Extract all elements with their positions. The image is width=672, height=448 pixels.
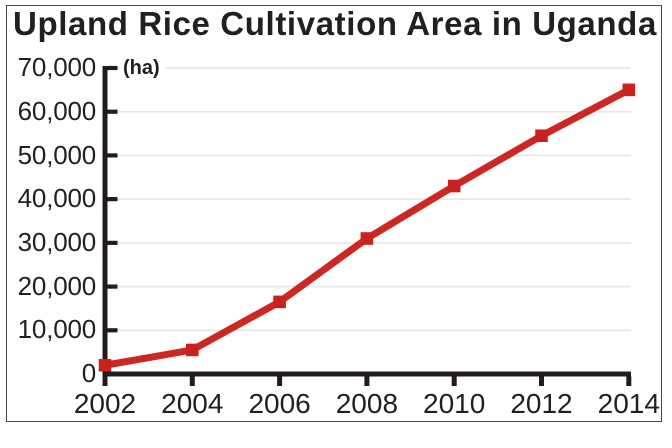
y-tick-label-20000: 20,000 xyxy=(17,270,97,301)
data-point-2006 xyxy=(273,295,286,309)
x-tick-2012 xyxy=(539,376,544,386)
data-point-2002 xyxy=(98,358,112,372)
x-tick-2006 xyxy=(277,376,283,386)
y-tick-20000 xyxy=(107,284,118,289)
x-tick-label-2006: 2006 xyxy=(248,388,311,419)
x-tick-2010 xyxy=(451,376,457,386)
x-tick-2004 xyxy=(189,376,195,386)
x-tick-label-2002: 2002 xyxy=(73,388,137,419)
y-tick-30000 xyxy=(107,240,118,245)
chart-title: Upland Rice Cultivation Area in Uganda xyxy=(13,5,657,42)
x-tick-2002 xyxy=(102,376,108,386)
x-axis-line xyxy=(102,371,631,377)
data-point-2004 xyxy=(186,343,199,357)
y-tick-60000 xyxy=(107,109,118,114)
y-tick-40000 xyxy=(107,197,118,202)
y-tick-label-10000: 10,000 xyxy=(17,314,97,345)
data-point-2008 xyxy=(360,232,374,245)
y-tick-label-70000: 70,000 xyxy=(17,52,97,83)
y-tick-70000 xyxy=(107,65,118,71)
x-tick-label-2010: 2010 xyxy=(423,388,486,419)
x-tick-2008 xyxy=(364,376,370,386)
y-tick-label-60000: 60,000 xyxy=(17,95,97,126)
data-point-2010 xyxy=(447,179,461,193)
x-tick-label-2004: 2004 xyxy=(161,388,224,419)
data-point-2012 xyxy=(535,129,548,143)
y-tick-label-50000: 50,000 xyxy=(17,139,97,170)
y-axis-unit-label: (ha) xyxy=(121,58,165,79)
y-tick-10000 xyxy=(107,328,118,333)
x-tick-label-2014: 2014 xyxy=(597,388,660,419)
x-tick-label-2012: 2012 xyxy=(510,388,573,419)
x-tick-label-2008: 2008 xyxy=(335,388,399,419)
figure-border xyxy=(6,4,662,422)
y-tick-label-40000: 40,000 xyxy=(17,183,97,214)
y-tick-50000 xyxy=(107,153,118,158)
y-tick-label-30000: 30,000 xyxy=(17,227,97,258)
y-tick-label-0: 0 xyxy=(81,358,96,389)
x-tick-2014 xyxy=(626,376,632,386)
data-point-2014 xyxy=(622,83,636,97)
y-axis-line xyxy=(102,66,108,377)
